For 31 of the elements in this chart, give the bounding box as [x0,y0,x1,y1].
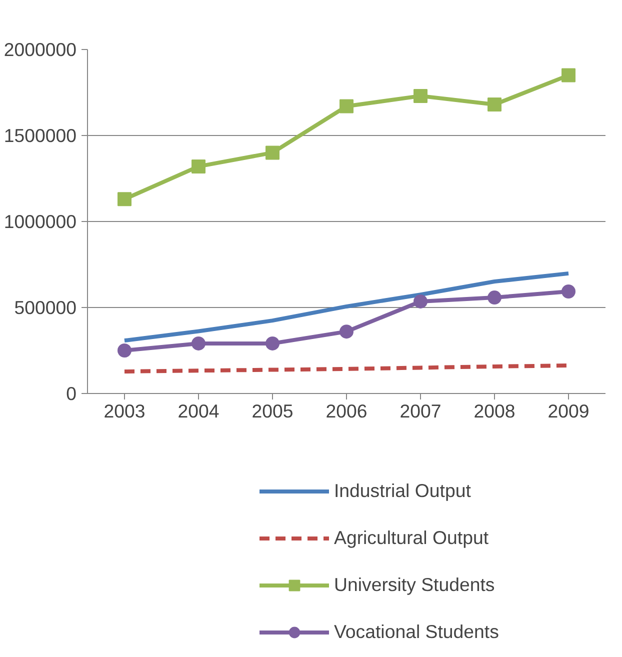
line-series [122,271,570,343]
point [562,284,576,298]
point [118,344,132,358]
point [266,146,280,160]
x-tick-label: 2008 [474,400,516,422]
y-tick-label: 1000000 [4,211,77,232]
x-tick-label: 2006 [326,400,368,422]
point [192,336,206,350]
x-tick-label: 2003 [104,400,146,422]
legend-label: Industrial Output [334,479,471,503]
point [266,336,280,350]
point [192,159,206,174]
point [488,98,502,112]
y-tick-label: 1500000 [4,125,77,146]
point [414,294,428,308]
y-tick-label: 2000000 [4,39,77,60]
legend-label: Vocational Students [334,620,499,644]
y-tick-label: 0 [66,383,77,404]
point [488,290,502,305]
x-tick-label: 2005 [252,400,294,422]
legend-label: University Students [334,573,495,597]
point [340,99,354,114]
legend-label: Agricultural Output [334,526,489,550]
point [118,192,132,206]
point [414,88,428,103]
x-tick-label: 2007 [400,400,442,422]
point [340,324,354,339]
point [562,68,576,82]
x-tick-label: 2004 [178,400,220,422]
y-tick-label: 500000 [14,297,77,318]
x-tick-label: 2009 [548,400,590,422]
